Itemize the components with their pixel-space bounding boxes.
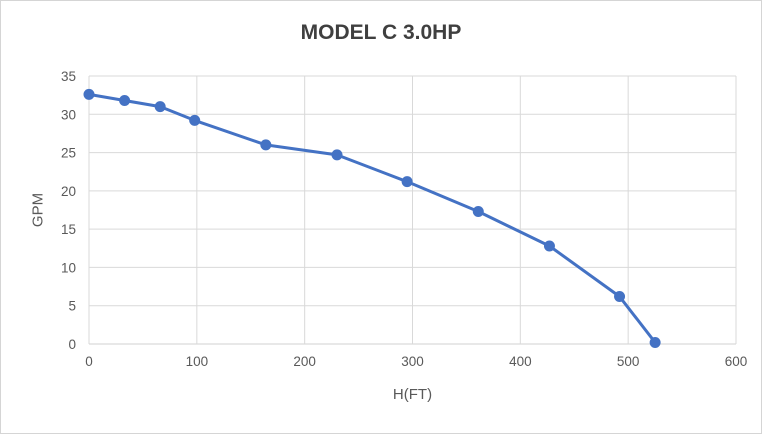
y-tick-label: 15	[61, 222, 76, 237]
data-point-marker	[472, 206, 484, 218]
data-point-marker	[154, 101, 166, 113]
data-point-marker	[189, 114, 201, 126]
y-tick-label: 35	[61, 69, 76, 84]
x-axis-title: H(FT)	[392, 386, 433, 403]
y-axis-title: GPM	[29, 192, 47, 228]
data-point-marker	[401, 176, 413, 188]
x-tick-label: 100	[186, 354, 209, 369]
y-tick-label: 25	[61, 146, 76, 161]
x-tick-label: 200	[293, 354, 316, 369]
x-tick-label: 300	[401, 354, 424, 369]
data-point-marker	[119, 95, 131, 107]
data-point-marker	[83, 88, 95, 100]
y-tick-label: 30	[61, 107, 76, 122]
data-point-marker	[543, 240, 555, 252]
y-tick-label: 10	[61, 260, 76, 275]
chart-title: MODEL C 3.0HP	[300, 21, 462, 44]
x-tick-label: 500	[617, 354, 640, 369]
y-tick-label: 20	[61, 184, 76, 199]
x-tick-label: 400	[509, 354, 532, 369]
x-tick-label: 600	[725, 354, 748, 369]
data-point-marker	[614, 291, 626, 303]
data-point-marker	[331, 149, 343, 161]
y-tick-label: 0	[68, 337, 76, 352]
data-point-marker	[260, 139, 272, 151]
x-tick-label: 0	[85, 354, 93, 369]
y-tick-label: 5	[68, 299, 76, 314]
data-point-marker	[649, 336, 661, 348]
